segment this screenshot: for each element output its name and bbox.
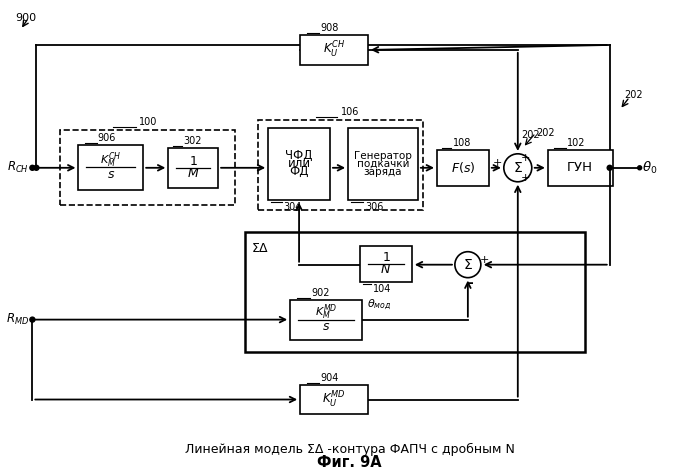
Text: $K_U^{MD}$: $K_U^{MD}$: [322, 389, 346, 410]
Text: 902: 902: [312, 287, 330, 298]
Circle shape: [504, 154, 532, 182]
Text: $R_{MD}$: $R_{MD}$: [6, 312, 29, 327]
Text: 304: 304: [284, 202, 302, 212]
Circle shape: [455, 252, 481, 278]
Text: 202: 202: [625, 90, 643, 100]
Text: +: +: [521, 173, 530, 183]
Text: 908: 908: [320, 23, 339, 33]
Text: $1$: $1$: [189, 155, 198, 169]
Text: $s$: $s$: [107, 168, 115, 181]
Text: 106: 106: [340, 107, 359, 117]
Bar: [348, 128, 418, 200]
Bar: [268, 128, 330, 200]
Text: +: +: [521, 153, 530, 163]
Bar: [437, 150, 489, 186]
Text: Генератор: Генератор: [354, 151, 412, 161]
Bar: [78, 145, 143, 190]
Text: 202: 202: [535, 128, 554, 138]
Circle shape: [637, 166, 642, 170]
Bar: [360, 246, 412, 282]
Text: подкачки: подкачки: [356, 159, 409, 169]
Text: $N$: $N$: [380, 263, 391, 276]
Bar: [258, 120, 423, 210]
Text: ЧФД: ЧФД: [285, 149, 313, 162]
Bar: [60, 130, 235, 205]
Text: 306: 306: [366, 202, 384, 212]
Text: 104: 104: [373, 284, 391, 294]
Text: 906: 906: [98, 133, 116, 143]
Text: $K_M^{MD}$: $K_M^{MD}$: [315, 303, 337, 322]
Text: $\Sigma$: $\Sigma$: [513, 161, 523, 175]
Text: $\theta_{\mathit{мод}}$: $\theta_{\mathit{мод}}$: [367, 297, 391, 312]
Text: 108: 108: [452, 138, 471, 148]
Bar: [548, 150, 613, 186]
Text: или: или: [287, 157, 310, 170]
Text: ФД: ФД: [289, 165, 309, 178]
Bar: [300, 35, 368, 65]
Text: $F(s)$: $F(s)$: [451, 160, 475, 175]
Text: $\Sigma$: $\Sigma$: [463, 258, 473, 272]
Bar: [245, 232, 585, 352]
Bar: [168, 148, 218, 188]
Text: $K_U^{CH}$: $K_U^{CH}$: [323, 40, 345, 60]
Circle shape: [34, 165, 39, 170]
Text: 904: 904: [320, 372, 339, 382]
Text: $\Sigma\Delta$: $\Sigma\Delta$: [251, 242, 270, 255]
Text: $K_M^{CH}$: $K_M^{CH}$: [100, 151, 122, 170]
Text: -: -: [467, 276, 473, 290]
Text: 202: 202: [521, 130, 540, 140]
Bar: [300, 385, 368, 414]
Text: 900: 900: [15, 13, 36, 23]
Text: 100: 100: [139, 117, 157, 127]
Text: 102: 102: [567, 138, 586, 148]
Text: $s$: $s$: [322, 320, 330, 333]
Text: Фиг. 9А: Фиг. 9А: [317, 455, 382, 470]
Circle shape: [30, 165, 35, 170]
Circle shape: [30, 317, 35, 322]
Text: $M$: $M$: [187, 167, 199, 180]
Text: +: +: [480, 255, 489, 265]
Bar: [290, 300, 362, 339]
Text: Линейная модель ΣΔ -контура ФАПЧ с дробным N: Линейная модель ΣΔ -контура ФАПЧ с дробн…: [185, 443, 514, 456]
Text: заряда: заряда: [363, 167, 402, 177]
Text: 302: 302: [183, 136, 202, 146]
Text: $R_{CH}$: $R_{CH}$: [8, 160, 29, 175]
Text: ГУН: ГУН: [567, 161, 593, 174]
Text: +: +: [493, 158, 503, 168]
Text: $1$: $1$: [382, 251, 390, 264]
Circle shape: [607, 165, 612, 170]
Text: $\theta_0$: $\theta_0$: [642, 160, 657, 176]
